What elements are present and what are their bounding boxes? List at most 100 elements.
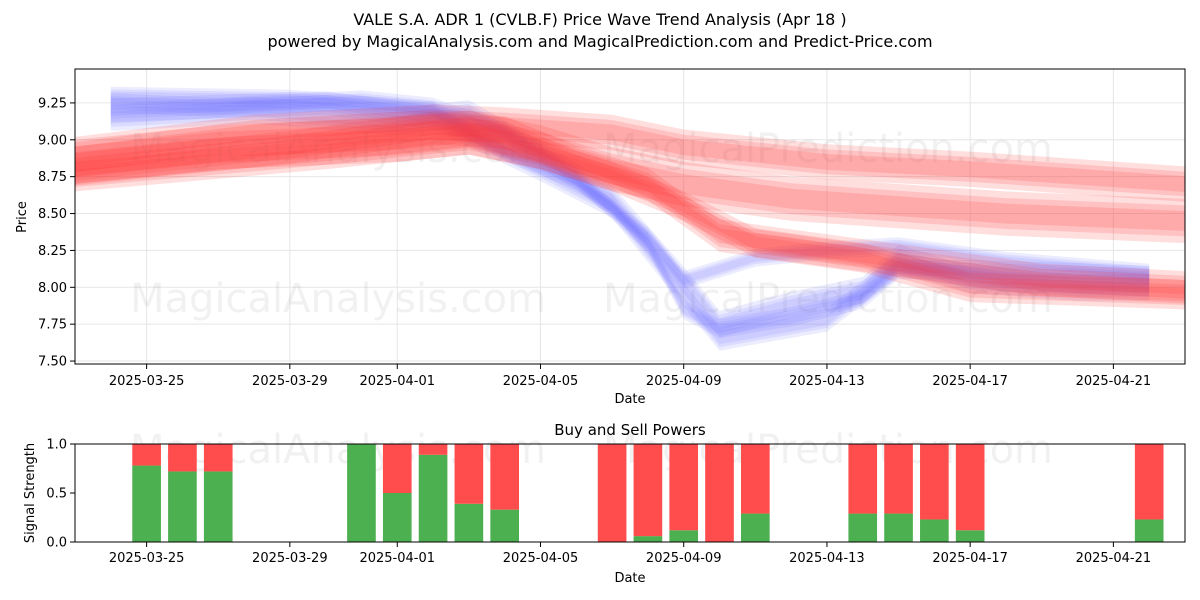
price-plot-background [75, 69, 1185, 364]
signal-bars [132, 444, 1164, 542]
sell-power-bar [490, 444, 519, 510]
price-wave-band-blue [110, 97, 1150, 338]
signal-x-axis-label: Date [614, 571, 645, 586]
buy-power-bar [955, 530, 985, 542]
signal-y-axis-label: Signal Strength [23, 443, 38, 543]
sell-power-bar [920, 444, 949, 520]
buy-power-bar [920, 519, 949, 542]
sell-power-bar [884, 444, 913, 514]
price-x-tick-label: 2025-04-05 [503, 374, 579, 389]
sell-power-bar [741, 444, 770, 514]
buy-power-bar [669, 530, 699, 542]
signal-plot: Buy and Sell Powers MagicalAnalysis.com … [23, 421, 1186, 586]
price-y-tick-label: 8.00 [38, 281, 67, 296]
signal-x-tick-label: 2025-04-05 [503, 551, 579, 566]
price-wave-band-layer [110, 93, 1150, 336]
price-wave-band-layer [75, 104, 1185, 202]
buy-power-bar [848, 513, 878, 542]
price-y-tick-label: 8.50 [38, 207, 67, 222]
price-wave-band-blue [110, 91, 1150, 351]
price-wave-band-blue [110, 90, 1150, 339]
price-y-tick-label: 7.50 [38, 355, 67, 370]
signal-x-tick-label: 2025-03-29 [252, 551, 328, 566]
signal-y-tick-label: 0.0 [46, 536, 67, 551]
price-wave-band-layer [75, 109, 1185, 197]
price-wave-band-layer [75, 111, 1185, 304]
buy-power-bar [454, 503, 484, 542]
price-y-tick-label: 8.75 [38, 170, 67, 185]
signal-y-ticks: 0.0 0.5 1.0 [46, 438, 75, 551]
buy-power-bar [382, 493, 412, 542]
buy-power-bar [168, 471, 197, 542]
price-wave-band-layer [75, 114, 1185, 192]
price-wave-band-layer [75, 133, 1185, 302]
sell-power-bar [132, 444, 161, 466]
sell-power-bar [955, 444, 985, 531]
buy-power-bar [347, 444, 376, 542]
price-wave-band-layer [110, 91, 1150, 351]
price-plot: MagicalAnalysis.com MagicalPrediction.co… [15, 68, 1186, 407]
price-wave-band-layer [110, 97, 1150, 338]
price-wave-band-layer [110, 90, 1150, 339]
price-wave-band-layer [110, 91, 1150, 284]
signal-y-tick-label: 1.0 [46, 438, 67, 453]
signal-x-tick-label: 2025-04-13 [789, 551, 865, 566]
price-wave-band-layer [75, 116, 1185, 237]
price-watermarks: MagicalAnalysis.com MagicalPrediction.co… [130, 126, 1053, 322]
sell-power-bar [705, 444, 734, 542]
watermark-text: MagicalAnalysis.com [130, 126, 546, 172]
price-x-tick-label: 2025-04-09 [646, 374, 722, 389]
price-wave-band-layer [75, 122, 1185, 231]
price-wave-band-layer [110, 89, 1150, 287]
signal-x-ticks: 2025-03-25 2025-03-29 2025-04-01 2025-04-05… [109, 542, 1151, 566]
price-wave-band-red [75, 110, 1185, 244]
price-wave-band-layer [110, 104, 1150, 331]
buy-power-bar [132, 465, 161, 542]
price-y-tick-label: 7.75 [38, 318, 67, 333]
price-wave-band-layer [75, 129, 1185, 305]
price-y-tick-label: 9.25 [38, 96, 67, 111]
signal-x-tick-label: 2025-04-21 [1076, 551, 1152, 566]
buy-power-bar [490, 509, 519, 542]
signal-x-tick-label: 2025-04-01 [359, 551, 435, 566]
buy-power-bar [418, 454, 448, 542]
signal-plot-title: Buy and Sell Powers [554, 421, 706, 439]
price-y-tick-label: 8.25 [38, 244, 67, 259]
buy-power-bar [203, 471, 233, 542]
buy-power-bar [1134, 519, 1164, 542]
price-x-tick-label: 2025-04-21 [1076, 374, 1152, 389]
price-wave-band-layer [110, 101, 1150, 334]
price-wave-series [75, 86, 1185, 351]
watermark-text: MagicalPrediction.com [603, 276, 1053, 322]
signal-plot-background [75, 444, 1185, 542]
price-wave-band-layer [75, 116, 1185, 299]
sell-power-bar [848, 444, 878, 514]
sell-power-bar [382, 444, 412, 493]
sell-power-bar [669, 444, 699, 531]
price-y-tick-label: 9.00 [38, 133, 67, 148]
sell-power-bar [1134, 444, 1164, 520]
buy-power-bar [884, 513, 913, 542]
price-y-axis-label: Price [15, 201, 30, 233]
watermark-text: MagicalPrediction.com [603, 126, 1053, 172]
price-wave-band-layer [110, 86, 1150, 289]
price-wave-band-layer [110, 95, 1150, 333]
price-wave-band-red [75, 104, 1185, 202]
sell-power-bar [597, 444, 627, 542]
sell-power-bar [418, 444, 448, 455]
signal-x-tick-label: 2025-04-17 [932, 551, 1008, 566]
price-wave-band-layer [75, 110, 1185, 244]
price-grid [75, 69, 1185, 364]
buy-power-bar [741, 513, 770, 542]
sell-power-bar [633, 444, 663, 537]
signal-x-tick-label: 2025-03-25 [109, 551, 185, 566]
chart-title: VALE S.A. ADR 1 (CVLB.F) Price Wave Tren… [353, 10, 846, 29]
price-wave-band-blue [110, 86, 1150, 289]
sell-power-bar [203, 444, 233, 472]
signal-y-tick-label: 0.5 [46, 487, 67, 502]
buy-power-bar [633, 536, 663, 542]
price-wave-band-red [75, 125, 1185, 310]
price-wave-band-red [75, 111, 1185, 304]
price-wave-band-layer [75, 120, 1185, 295]
sell-power-bar [168, 444, 197, 472]
